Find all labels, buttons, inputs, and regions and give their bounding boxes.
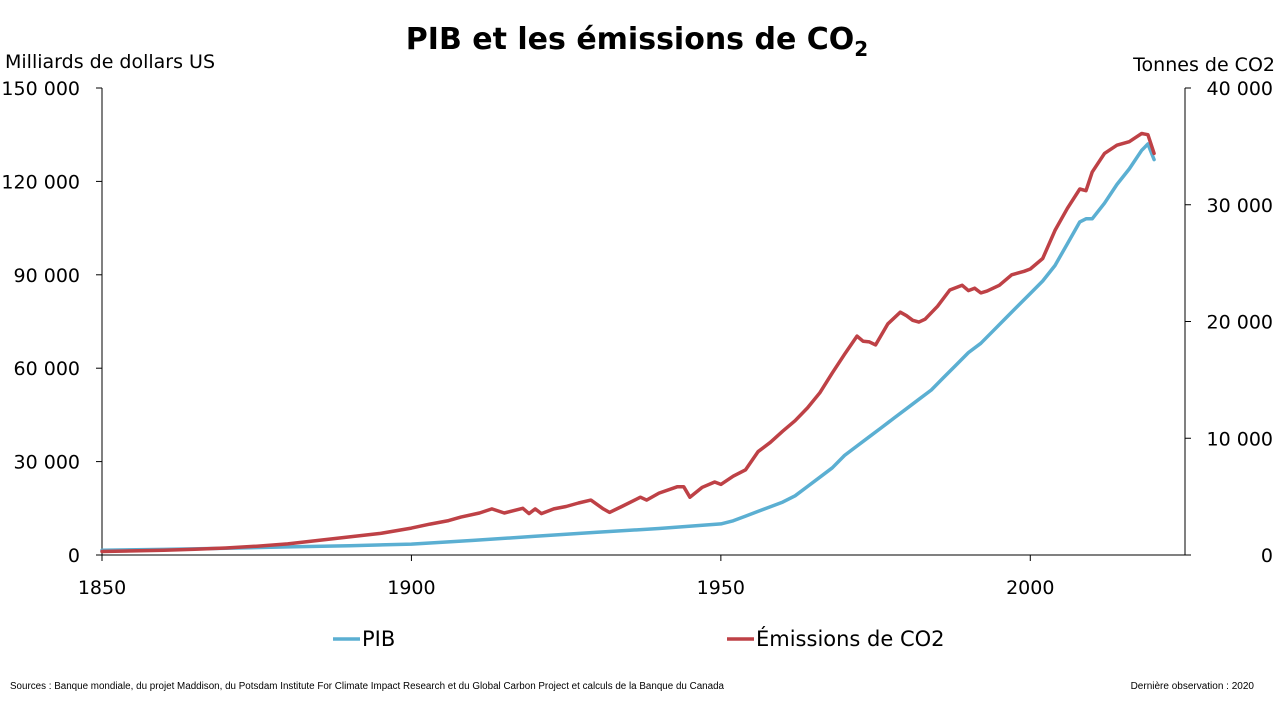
y-right-tick-label: 30 000 (1207, 195, 1273, 217)
y-left-tick-label: 0 (68, 545, 80, 567)
y-axis-right-label: Tonnes de CO2 (1132, 54, 1275, 76)
series-line-pib (100, 142, 1156, 553)
legend: PIB Émissions de CO2 (333, 626, 945, 651)
y-left-tick-label: 120 000 (1, 171, 80, 193)
y-right-tick-label: 10 000 (1207, 428, 1273, 450)
chart-title-text: PIB et les émissions de CO (406, 22, 854, 57)
x-tick-label: 1850 (78, 577, 126, 599)
x-tick-label: 1950 (697, 577, 745, 599)
y-right-tick-label: 0 (1261, 545, 1273, 567)
chart-title-subscript: 2 (854, 37, 868, 61)
x-tick-label: 2000 (1006, 577, 1054, 599)
x-tick-label: 1900 (387, 577, 435, 599)
y-right-tick-label: 20 000 (1207, 312, 1273, 334)
y-axis-left-label: Milliards de dollars US (5, 51, 215, 73)
y-right-tick-label: 40 000 (1207, 78, 1273, 100)
ticks-layer: 0 30 000 60 000 90 000 120 000 150 000 0 10 000… (1, 78, 1273, 599)
footnote-sources: Sources : Banque mondiale, du projet Mad… (10, 681, 724, 692)
footnote-last-observation: Dernière observation : 2020 (1131, 681, 1255, 692)
series-line-emissions (100, 131, 1156, 554)
series-layer (100, 131, 1156, 554)
legend-label-emissions: Émissions de CO2 (756, 626, 945, 651)
chart-title: PIB et les émissions de CO2 (406, 22, 868, 61)
y-left-tick-label: 90 000 (14, 265, 80, 287)
legend-label-pib: PIB (362, 627, 395, 651)
y-left-tick-label: 60 000 (14, 358, 80, 380)
y-left-tick-label: 150 000 (1, 78, 80, 100)
y-left-tick-label: 30 000 (14, 452, 80, 474)
